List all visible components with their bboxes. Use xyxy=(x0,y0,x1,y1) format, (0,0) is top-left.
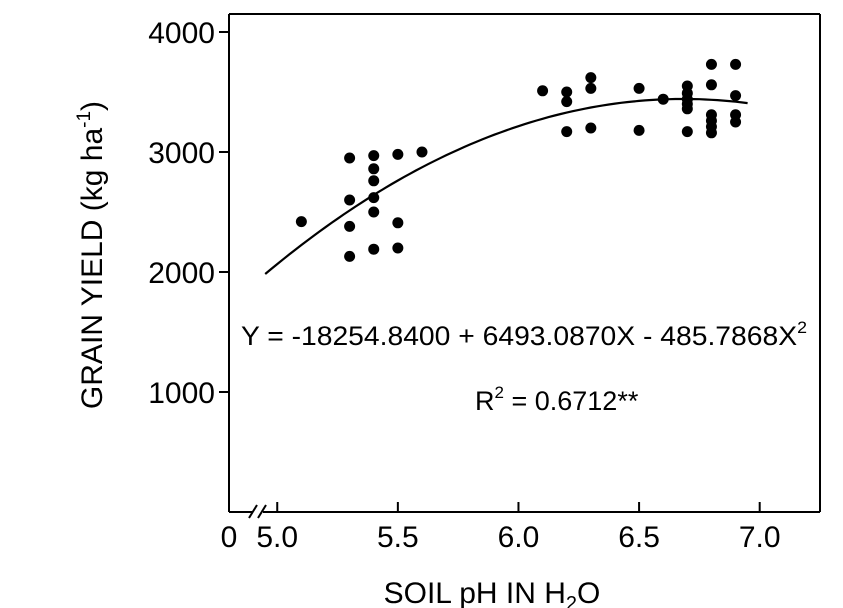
data-point xyxy=(368,150,380,162)
x-ticks: 5.0 5.5 6.0 6.5 7.0 xyxy=(256,502,781,554)
y-ticks: 1000 2000 3000 4000 xyxy=(148,17,229,410)
data-point xyxy=(585,122,597,134)
data-point xyxy=(344,152,356,164)
data-point xyxy=(561,126,573,138)
data-point xyxy=(537,85,549,97)
x-tick-label: 7.0 xyxy=(739,521,781,554)
data-point xyxy=(730,58,742,70)
data-point xyxy=(681,126,693,138)
data-point xyxy=(392,217,404,229)
data-point xyxy=(368,175,380,187)
r-squared: R2 = 0.6712** xyxy=(475,383,639,416)
data-point xyxy=(705,58,717,70)
r-squared-exponent: 2 xyxy=(495,383,504,402)
data-point xyxy=(681,103,693,115)
y-axis-title: GRAIN YIELD (kg ha-1) xyxy=(74,101,109,409)
data-point xyxy=(368,206,380,218)
data-point xyxy=(705,79,717,91)
x-tick-label: 6.0 xyxy=(498,521,540,554)
data-point xyxy=(416,146,428,158)
y-axis-title-superscript: -1 xyxy=(74,111,95,128)
axis-break-mark-1 xyxy=(248,504,258,519)
origin-label: 0 xyxy=(221,521,238,554)
y-axis-title-tail: ) xyxy=(76,101,109,111)
data-point xyxy=(730,90,742,102)
y-axis-title-main: GRAIN YIELD (kg ha xyxy=(76,128,109,410)
x-tick-label: 5.5 xyxy=(377,521,419,554)
y-tick-label: 4000 xyxy=(148,17,215,50)
r-squared-value: = 0.6712** xyxy=(504,386,639,416)
x-axis-title-main: SOIL pH IN H xyxy=(384,577,566,608)
x-tick-label: 6.5 xyxy=(618,521,660,554)
axis-break-mark-2 xyxy=(257,504,267,519)
x-axis-title-subscript: 2 xyxy=(566,593,577,608)
data-point xyxy=(633,124,645,136)
data-point xyxy=(368,192,380,204)
r-squared-label: R xyxy=(475,386,495,416)
x-axis-title-tail: O xyxy=(577,577,600,608)
data-point xyxy=(392,242,404,254)
regression-equation: Y = -18254.8400 + 6493.0870X - 485.7868X… xyxy=(241,318,807,351)
data-point xyxy=(344,220,356,232)
data-point xyxy=(633,82,645,94)
data-point xyxy=(705,127,717,139)
data-point xyxy=(392,148,404,160)
data-points xyxy=(295,58,742,262)
data-point xyxy=(368,243,380,255)
data-point xyxy=(368,163,380,175)
data-point xyxy=(295,216,307,228)
y-tick-label: 1000 xyxy=(148,377,215,410)
data-point xyxy=(344,250,356,262)
data-point xyxy=(561,86,573,98)
data-point xyxy=(561,96,573,108)
data-point xyxy=(344,194,356,206)
data-point xyxy=(585,82,597,94)
data-point xyxy=(585,72,597,84)
regression-equation-body: Y = -18254.8400 + 6493.0870X - 485.7868X xyxy=(241,321,797,351)
y-tick-label: 3000 xyxy=(148,137,215,170)
regression-equation-exponent: 2 xyxy=(797,318,807,337)
fit-curve xyxy=(264,97,748,275)
x-axis-title: SOIL pH IN H2O xyxy=(384,577,601,608)
data-point xyxy=(730,116,742,128)
y-tick-label: 2000 xyxy=(148,257,215,290)
x-tick-label: 5.0 xyxy=(256,521,298,554)
